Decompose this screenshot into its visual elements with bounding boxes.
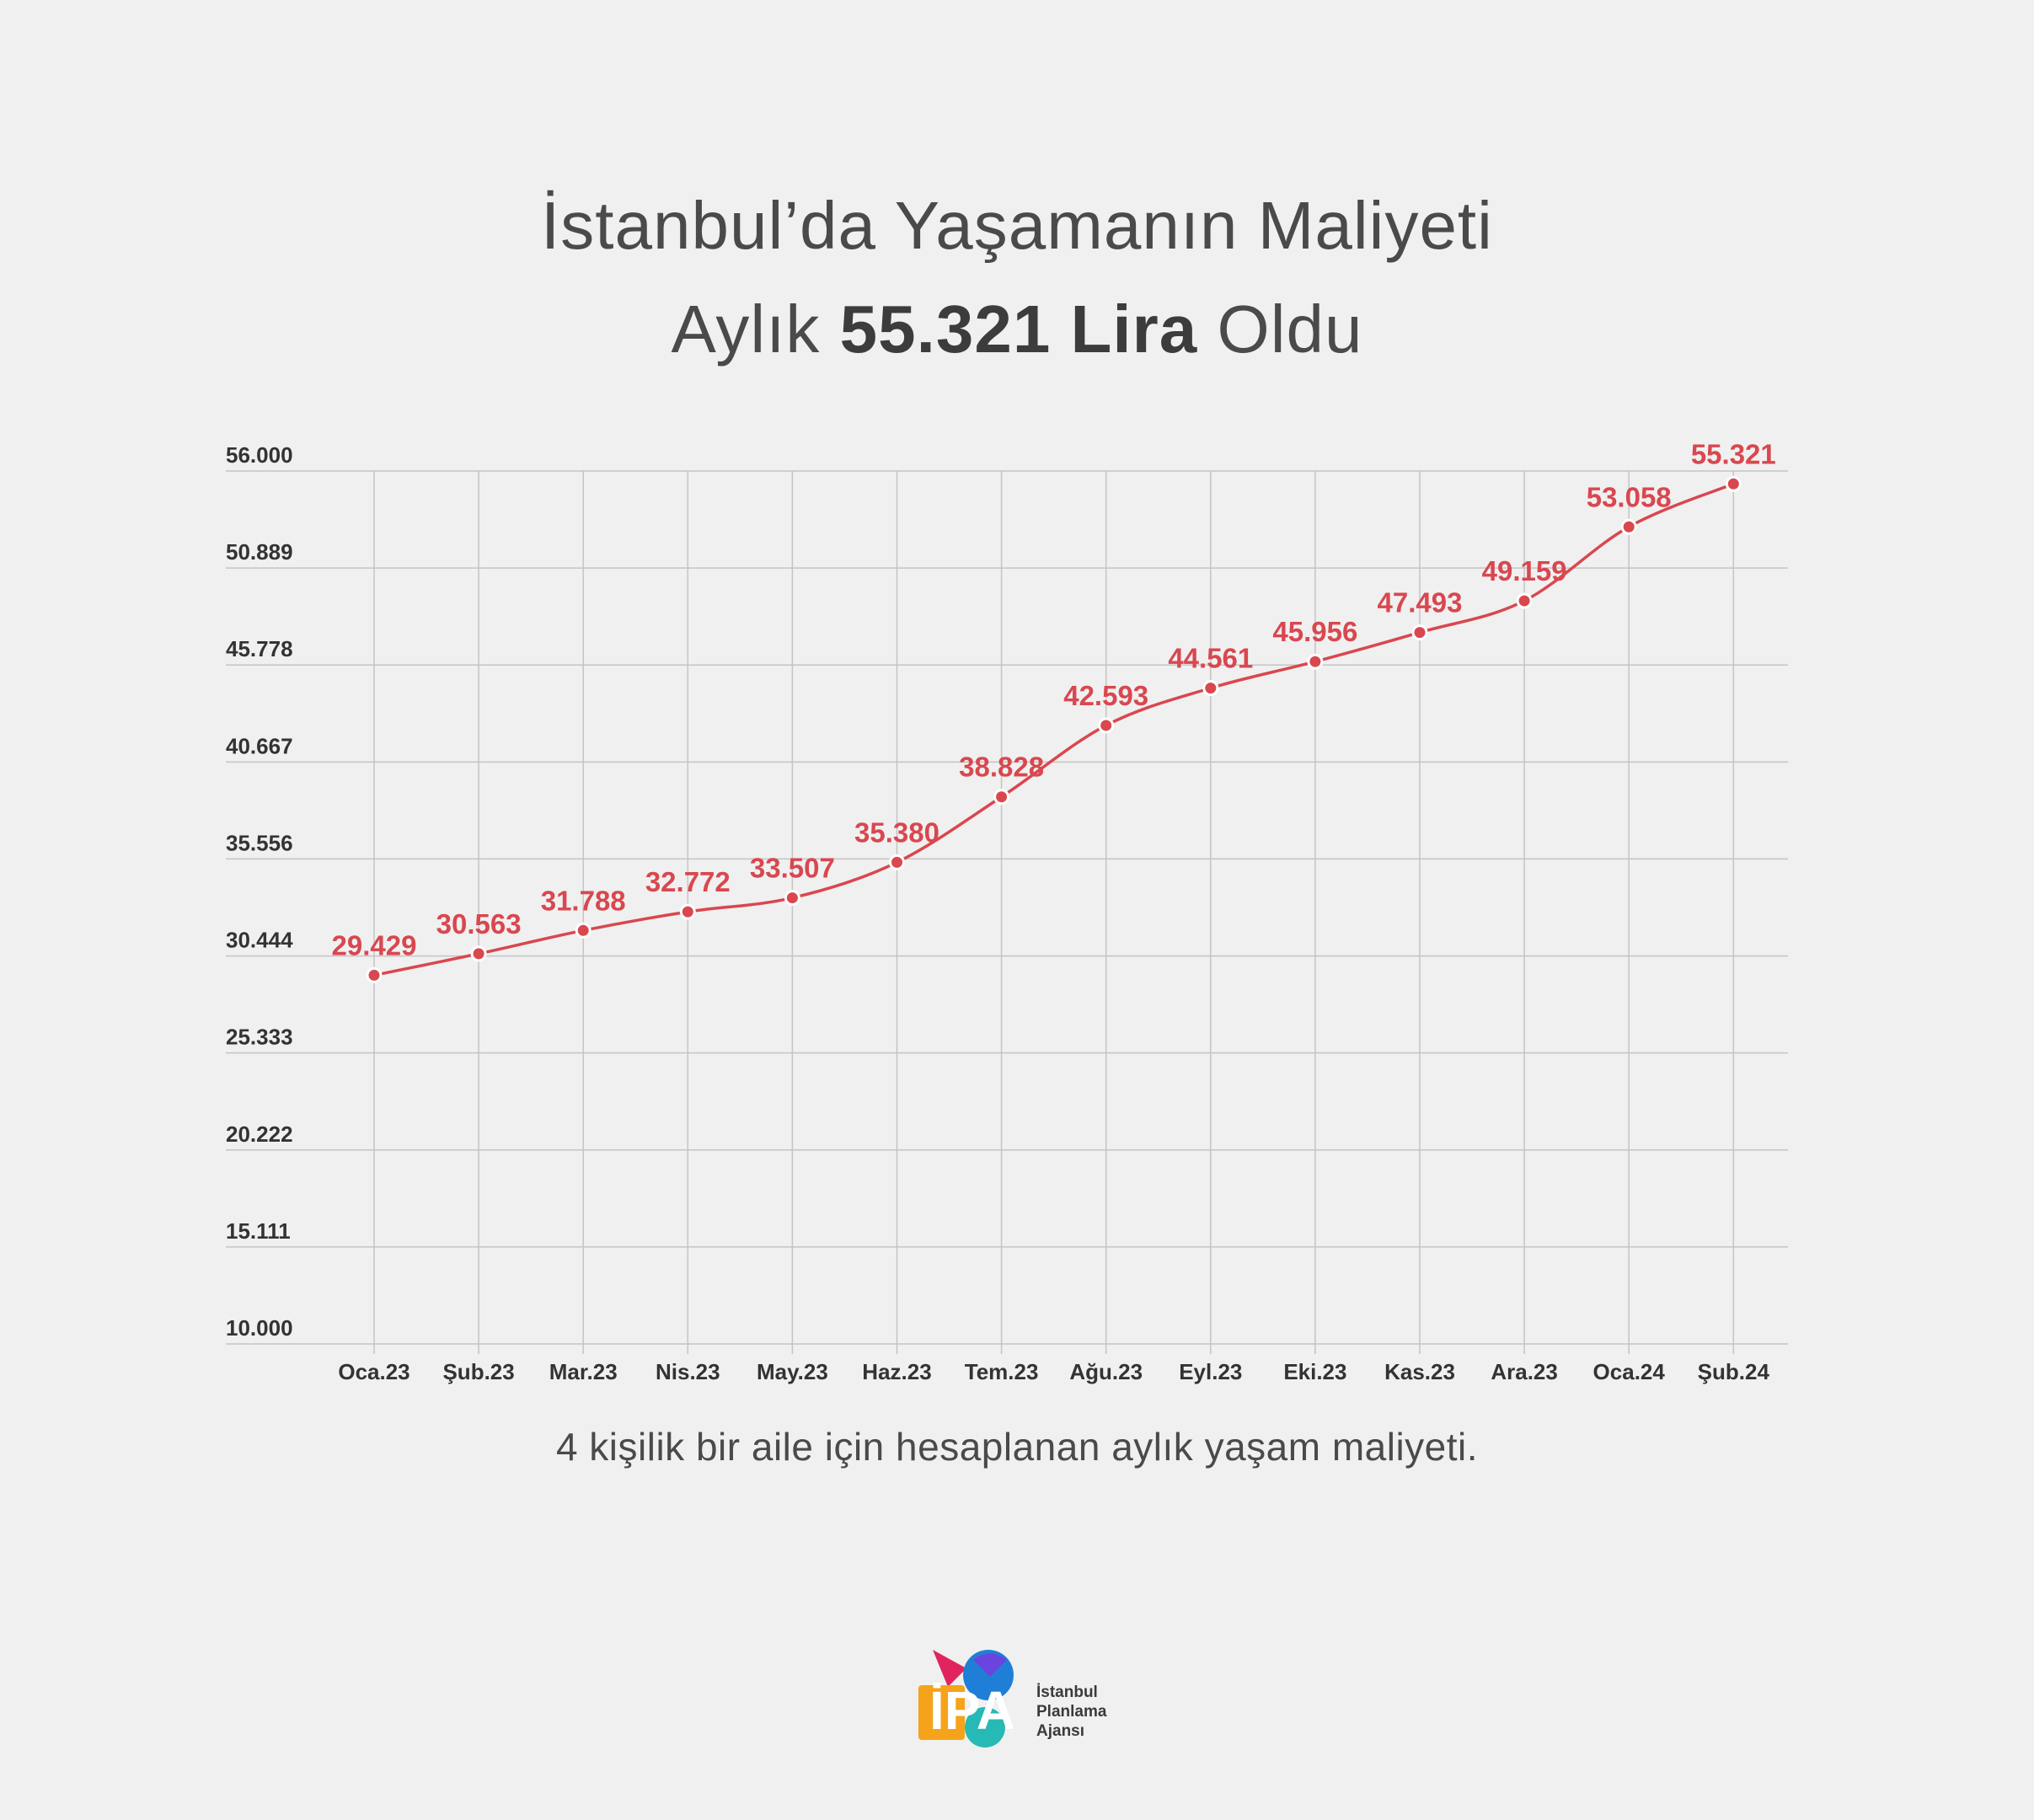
data-point: [993, 789, 1010, 806]
chart-title-line2: Aylık 55.321 Lira Oldu: [0, 291, 2034, 368]
data-point: [575, 922, 591, 939]
logo-caption: İstanbul Planlama Ajansı: [1036, 1683, 1106, 1741]
x-tick-label: Oca.24: [1593, 1359, 1666, 1384]
y-tick-label: 56.000: [226, 442, 293, 468]
y-axis: 10.000 15.111 20.222 25.333 30.444 35.556 40.6…: [226, 442, 293, 1341]
data-label: 44.561: [1168, 643, 1253, 674]
chart-caption: 4 kişilik bir aile için hesaplanan aylık…: [555, 1425, 1479, 1469]
data-point: [679, 903, 696, 920]
x-tick-label: Ara.23: [1491, 1359, 1558, 1384]
y-tick-label: 25.333: [226, 1025, 293, 1050]
data-label: 30.563: [436, 908, 522, 939]
y-tick-label: 50.889: [226, 539, 293, 565]
data-point: [1098, 717, 1115, 734]
logo-line-2: Planlama: [1036, 1703, 1107, 1721]
y-tick-label: 10.000: [226, 1315, 293, 1341]
x-tick-label: Kas.23: [1384, 1359, 1455, 1384]
data-point: [1411, 624, 1428, 641]
data-label: 38.828: [959, 752, 1044, 783]
data-labels: 29.429 30.563 31.788 32.772 33.507 35.380 38.8…: [332, 438, 1776, 961]
chart-title-line1: İstanbul’da Yaşamanın Maliyeti: [541, 188, 1493, 263]
title-prefix: Aylık: [671, 292, 840, 367]
data-label: 33.507: [750, 853, 835, 884]
x-tick-label: May.23: [757, 1359, 828, 1384]
x-tick-label: Oca.23: [338, 1359, 409, 1384]
data-label: 53.058: [1587, 481, 1672, 512]
x-tick-label: Şub.23: [442, 1359, 514, 1384]
title-suffix: Oldu: [1197, 292, 1363, 367]
line-chart: 10.000 15.111 20.222 25.333 30.444 35.556 40.6…: [226, 438, 1788, 1384]
data-point: [1307, 653, 1324, 670]
x-tick-label: Nis.23: [656, 1359, 720, 1384]
x-tick-label: Şub.24: [1698, 1359, 1770, 1384]
data-label: 32.772: [645, 866, 731, 897]
data-points: [366, 475, 1742, 983]
data-label: 47.493: [1378, 587, 1463, 618]
x-tick-label: Mar.23: [549, 1359, 618, 1384]
data-point: [470, 945, 487, 962]
x-tick-label: Tem.23: [965, 1359, 1039, 1384]
chart-grid: [226, 470, 1788, 1354]
data-point: [1516, 592, 1533, 609]
data-point: [366, 966, 383, 983]
x-tick-label: Haz.23: [862, 1359, 931, 1384]
data-label: 29.429: [332, 929, 417, 961]
x-tick-label: Ağu.23: [1069, 1359, 1143, 1384]
ipa-logo-icon: İPA: [918, 1650, 1015, 1748]
y-tick-label: 30.444: [226, 928, 293, 953]
data-label: 35.380: [854, 816, 939, 848]
data-point: [784, 890, 800, 907]
data-point: [889, 854, 905, 870]
y-tick-label: 35.556: [226, 830, 293, 855]
logo-line-1: İstanbul: [1036, 1684, 1098, 1701]
series-line: [373, 482, 1734, 977]
data-label: 55.321: [1691, 438, 1776, 469]
data-point: [1725, 475, 1742, 492]
y-tick-label: 45.778: [226, 636, 293, 661]
x-tick-label: Eki.23: [1283, 1359, 1346, 1384]
x-axis: Oca.23 Şub.23 Mar.23 Nis.23 May.23 Haz.23 Tem.…: [338, 1359, 1769, 1384]
data-label: 45.956: [1272, 616, 1357, 647]
y-tick-label: 20.222: [226, 1121, 293, 1147]
y-tick-label: 40.667: [226, 733, 293, 758]
data-label: 31.788: [541, 885, 626, 916]
title-highlight-value: 55.321 Lira: [839, 292, 1198, 367]
data-label: 49.159: [1482, 555, 1567, 586]
x-tick-label: Eyl.23: [1179, 1359, 1242, 1384]
data-point: [1202, 680, 1219, 697]
logo-line-3: Ajansı: [1036, 1722, 1085, 1740]
data-label: 42.593: [1063, 680, 1148, 711]
data-point: [1620, 518, 1637, 535]
y-tick-label: 15.111: [226, 1218, 291, 1244]
logo-mark-text: İPA: [929, 1680, 1015, 1741]
ipa-logo: İPA: [914, 1643, 1150, 1753]
